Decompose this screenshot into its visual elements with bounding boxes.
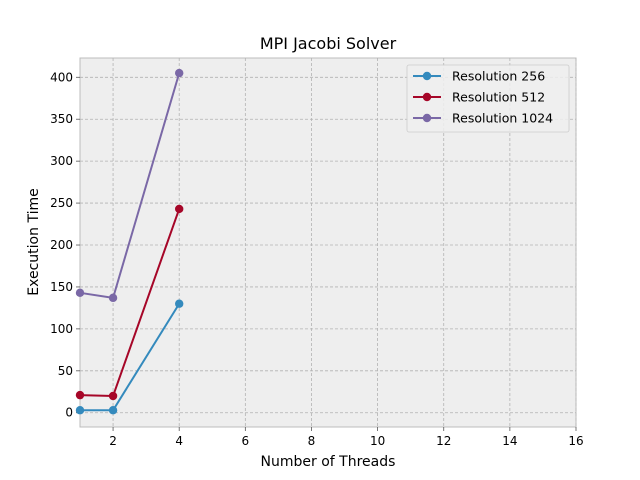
x-tick-label: 12 [436,434,451,448]
y-tick-label: 400 [50,70,73,84]
legend-marker [422,92,432,102]
legend-marker [422,113,432,123]
data-point [75,390,85,400]
x-tick-label: 10 [370,434,385,448]
chart-title: MPI Jacobi Solver [260,34,397,53]
legend-marker [422,71,432,81]
y-tick-label: 250 [50,196,73,210]
x-tick-label: 14 [502,434,517,448]
data-point [108,406,118,415]
x-tick-label: 6 [242,434,250,448]
y-tick-label: 300 [50,154,73,168]
data-point [75,406,85,415]
y-tick-label: 0 [65,406,73,420]
y-axis: 0 50 100 150 200 250 300 350 400 [50,70,80,420]
y-axis-label: Execution Time [26,188,42,295]
data-point [108,391,118,401]
legend-label: Resolution 256 [452,69,545,84]
x-tick-label: 4 [175,434,183,448]
legend-label: Resolution 512 [452,90,545,105]
data-point [75,288,85,298]
y-tick-label: 200 [50,238,73,252]
series-group [75,68,184,415]
legend-box [406,64,570,133]
y-tick-label: 350 [50,112,73,126]
legend-label: Resolution 1024 [452,111,553,126]
x-tick-label: 8 [308,434,316,448]
x-axis: 2 4 6 8 10 12 14 16 [109,427,584,448]
data-point [175,299,184,308]
data-point [108,293,118,303]
y-tick-label: 100 [50,322,73,336]
y-tick-label: 150 [50,280,73,294]
x-tick-label: 2 [109,434,117,448]
x-axis-label: Number of Threads [261,454,396,470]
legend: Resolution 256 Resolution 512 Resolution 1… [406,64,570,133]
data-point [175,68,184,78]
x-tick-label: 16 [568,434,583,448]
data-point [175,204,184,214]
y-tick-label: 50 [58,364,73,378]
